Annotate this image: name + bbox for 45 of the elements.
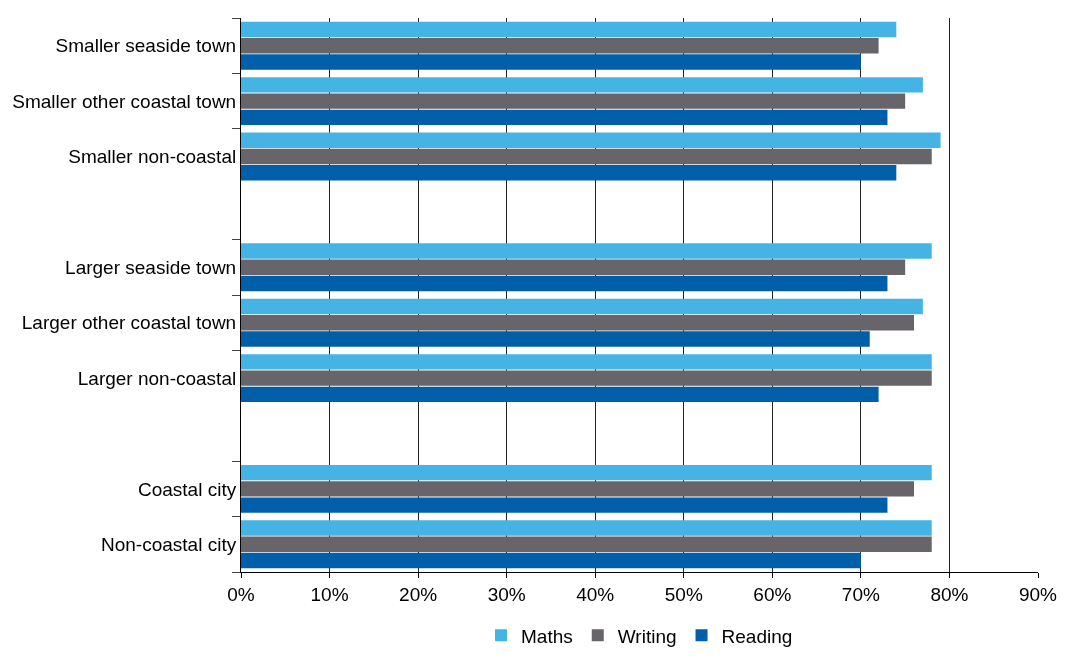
bar xyxy=(241,132,941,148)
x-tick-label: 70% xyxy=(841,583,881,605)
x-tick-label: 50% xyxy=(664,583,703,605)
x-tick-label: 90% xyxy=(1018,583,1058,605)
bar xyxy=(241,520,932,536)
bar xyxy=(241,481,915,497)
y-tick-label: Smaller other coastal town xyxy=(12,90,237,112)
bar xyxy=(241,370,932,386)
legend-label: Reading xyxy=(721,625,793,647)
y-tick-label: Larger other coastal town xyxy=(21,312,237,334)
y-tick-label: Smaller seaside town xyxy=(55,35,237,57)
bar xyxy=(241,331,870,347)
x-tick-label: 60% xyxy=(753,583,792,605)
bar xyxy=(241,552,861,569)
bar xyxy=(241,148,932,165)
bar xyxy=(241,386,879,403)
x-tick-label: 0% xyxy=(227,583,255,605)
y-tick-label: Larger seaside town xyxy=(65,256,237,278)
bar xyxy=(241,259,906,276)
legend-label: Writing xyxy=(617,625,677,647)
bar xyxy=(241,77,923,93)
x-tick-label: 40% xyxy=(576,583,615,605)
x-tick-label: 10% xyxy=(310,583,349,605)
x-tick-label: 80% xyxy=(930,583,969,605)
y-tick-label: Non-coastal city xyxy=(101,533,237,555)
bar xyxy=(241,275,888,292)
bar xyxy=(241,314,915,331)
x-tick-label: 30% xyxy=(487,583,526,605)
bar xyxy=(241,21,897,38)
bar xyxy=(241,536,932,553)
y-tick-label: Smaller non-coastal xyxy=(68,146,237,168)
bar xyxy=(241,37,879,54)
y-tick-label: Coastal city xyxy=(138,478,237,500)
bar xyxy=(241,165,897,181)
bar xyxy=(241,497,888,513)
bar xyxy=(241,464,932,481)
bar xyxy=(241,243,932,259)
bar xyxy=(241,54,861,70)
x-tick-label: 20% xyxy=(399,583,438,605)
bar xyxy=(241,109,888,126)
legend-label: Maths xyxy=(521,625,573,647)
y-tick-label: Larger non-coastal xyxy=(77,367,237,389)
bar xyxy=(241,354,932,370)
bar xyxy=(241,93,906,109)
bar xyxy=(241,298,923,315)
